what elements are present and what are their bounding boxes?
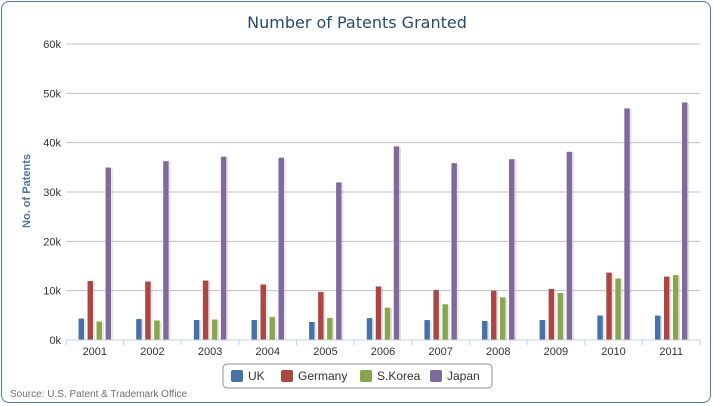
bar[interactable] [375,285,382,341]
y-tick-label: 60k [43,39,61,51]
bar[interactable] [681,101,688,341]
y-tick-label: 30k [43,187,61,199]
bar[interactable] [614,278,622,341]
y-axis-ticks: 0k 10k 20k 30k 40k 50k 60k [43,39,61,347]
legend-swatch [430,370,442,382]
bar[interactable] [277,157,285,341]
source-note: Source: U.S. Patent & Trademark Office [10,389,188,400]
legend-swatch [231,370,243,382]
bar[interactable] [202,280,209,341]
bar[interactable] [211,319,218,341]
legend-item-uk[interactable]: UK [231,369,265,383]
bar[interactable] [566,151,573,341]
series-germany [87,272,672,341]
bar[interactable] [162,160,170,341]
x-tick-label: 2007 [428,346,452,358]
legend-swatch [360,370,372,382]
bar[interactable] [384,307,391,341]
legend-label: Japan [447,369,480,383]
bar[interactable] [539,319,546,341]
bar[interactable] [335,181,343,341]
x-tick-label: 2009 [544,346,568,358]
bar[interactable] [548,288,555,341]
bar[interactable] [366,317,373,341]
x-axis: 2001 2002 2003 2004 2005 2006 2007 2008 2009 2010… [65,339,701,358]
y-axis-label: No. of Patents [21,154,33,228]
bar[interactable] [481,320,489,341]
bar[interactable] [623,107,631,341]
bar[interactable] [259,284,267,341]
bar[interactable] [672,274,679,341]
series-s-korea [96,274,681,341]
legend-label: Germany [298,369,347,383]
bar[interactable] [654,315,661,341]
bar[interactable] [605,272,613,341]
y-tick-label: 20k [43,236,61,248]
y-tick-label: 40k [43,138,61,150]
bar[interactable] [135,318,143,341]
legend-item-germany[interactable]: Germany [281,369,347,383]
bar[interactable] [596,315,604,341]
x-tick-label: 2003 [198,346,222,358]
x-tick-label: 2010 [601,346,625,358]
y-tick-label: 10k [43,286,61,298]
x-tick-label: 2002 [140,346,164,358]
bar[interactable] [557,292,564,341]
bar[interactable] [499,296,507,341]
bar[interactable] [153,320,161,341]
bar[interactable] [250,319,258,341]
bar[interactable] [326,317,334,341]
bar[interactable] [220,156,227,341]
bar[interactable] [423,319,431,341]
bar-series [78,101,690,341]
x-tick-label: 2001 [83,346,107,358]
bar[interactable] [78,318,85,341]
x-tick-label: 2006 [371,346,395,358]
legend: UK Germany S.Korea Japan [222,363,493,389]
bar[interactable] [308,321,316,341]
chart-title: Number of Patents Granted [247,13,467,32]
bar[interactable] [317,291,325,341]
bar[interactable] [268,316,276,341]
bar[interactable] [663,276,670,341]
legend-swatch [281,370,293,382]
bar[interactable] [450,162,458,341]
series-japan [105,101,690,341]
bar[interactable] [490,289,498,341]
x-tick-label: 2011 [659,346,683,358]
bar[interactable] [144,281,152,341]
bar[interactable] [96,321,103,341]
bar[interactable] [193,319,200,341]
bar[interactable] [432,289,440,341]
bar[interactable] [508,158,516,341]
legend-label: UK [248,369,265,383]
x-tick-label: 2005 [313,346,337,358]
bar[interactable] [441,303,449,341]
x-tick-label: 2004 [255,346,279,358]
y-tick-label: 50k [43,88,61,100]
legend-item-japan[interactable]: Japan [430,369,480,383]
bar[interactable] [87,280,94,341]
series-uk [78,315,663,341]
y-tick-label: 0k [49,335,61,347]
bar[interactable] [105,167,112,341]
legend-item-s-korea[interactable]: S.Korea [360,369,421,383]
x-tick-label: 2008 [486,346,510,358]
bar[interactable] [393,145,400,341]
legend-label: S.Korea [377,369,421,383]
gridlines [66,43,700,292]
